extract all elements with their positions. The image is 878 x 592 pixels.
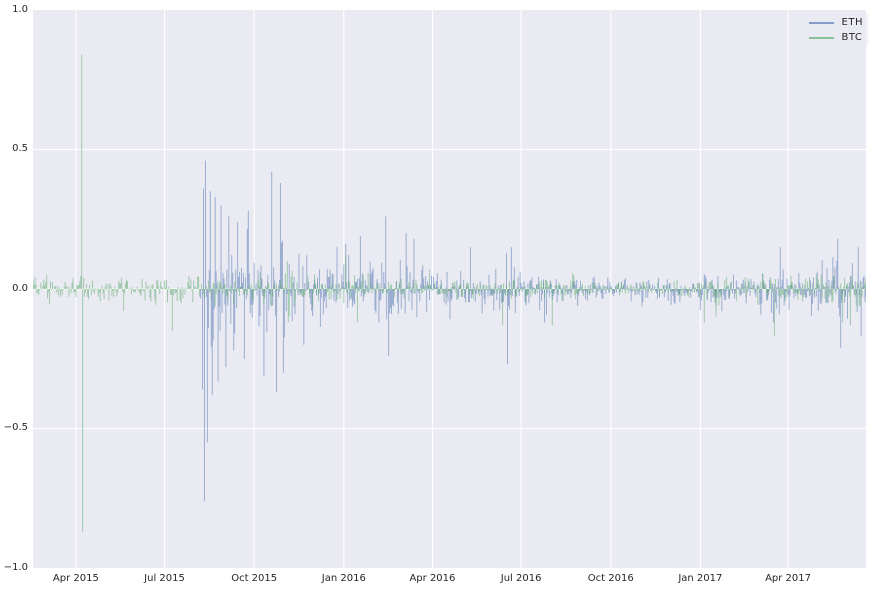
legend-entry-eth: ETH <box>808 17 863 28</box>
chart-canvas <box>33 10 866 568</box>
x-tick-label: Jul 2015 <box>144 573 185 584</box>
x-tick-label: Jan 2017 <box>678 573 723 584</box>
y-tick-label: −1.0 <box>3 562 28 573</box>
y-tick-label: 0.5 <box>12 143 28 154</box>
legend: ETH BTC <box>802 13 869 47</box>
btc-line-swatch-icon <box>808 36 834 39</box>
legend-entry-btc: BTC <box>808 32 863 43</box>
series-eth <box>200 160 866 502</box>
legend-label-eth: ETH <box>841 17 863 28</box>
x-tick-label: Oct 2015 <box>231 573 278 584</box>
legend-label-btc: BTC <box>841 32 863 43</box>
y-tick-label: 0.0 <box>12 283 28 294</box>
series-btc <box>33 54 866 532</box>
x-tick-label: Jul 2016 <box>500 573 542 584</box>
y-tick-label: −0.5 <box>3 422 28 433</box>
y-tick-label: 1.0 <box>12 4 28 15</box>
x-tick-label: Oct 2016 <box>587 573 634 584</box>
x-tick-label: Apr 2016 <box>409 573 456 584</box>
x-tick-label: Apr 2015 <box>52 573 99 584</box>
eth-line-swatch-icon <box>808 21 834 24</box>
plot-area <box>33 10 866 568</box>
x-tick-label: Apr 2017 <box>765 573 812 584</box>
x-tick-label: Jan 2016 <box>321 573 366 584</box>
